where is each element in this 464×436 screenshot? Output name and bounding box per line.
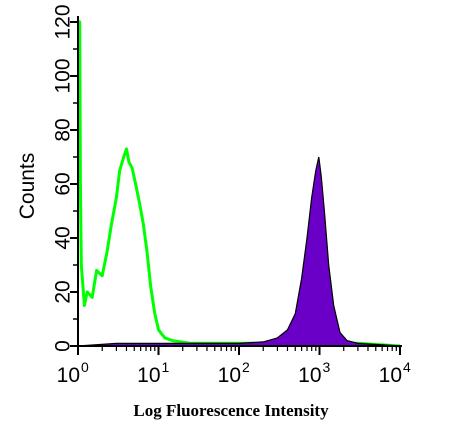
x-tick-label-base: 10 [379,364,402,387]
y-tick-label: 60 [51,172,74,195]
y-axis-label: Counts [16,153,39,220]
x-tick-label-exponent: 1 [162,359,170,375]
x-tick-label-base: 10 [298,364,321,387]
y-tick-label: 20 [51,280,74,303]
x-tick-label-base: 10 [57,364,80,387]
y-tick-label: 120 [51,4,74,39]
y-tick-label: 100 [51,58,74,93]
x-tick-label: 10 3 [298,359,330,387]
x-tick-label-base: 10 [137,364,160,387]
series-outline-histogram [78,20,401,348]
series-filled-histogram [77,156,401,347]
x-tick-label: 10 2 [218,359,250,387]
x-tick-label-exponent: 4 [403,359,411,375]
x-axis-label: Log Fluorescence Intensity [133,401,329,420]
y-tick-label: 80 [51,118,74,141]
x-tick-label: 10 4 [379,359,411,387]
plot-area [77,20,401,348]
x-tick-label: 10 0 [57,359,89,387]
x-tick-label-exponent: 0 [81,359,89,375]
y-tick-label: 0 [51,340,74,352]
x-tick-label-exponent: 3 [323,359,331,375]
y-tick-label: 40 [51,226,74,249]
x-tick-label-base: 10 [218,364,241,387]
x-tick-label: 10 1 [137,359,169,387]
x-tick-label-exponent: 2 [242,359,250,375]
